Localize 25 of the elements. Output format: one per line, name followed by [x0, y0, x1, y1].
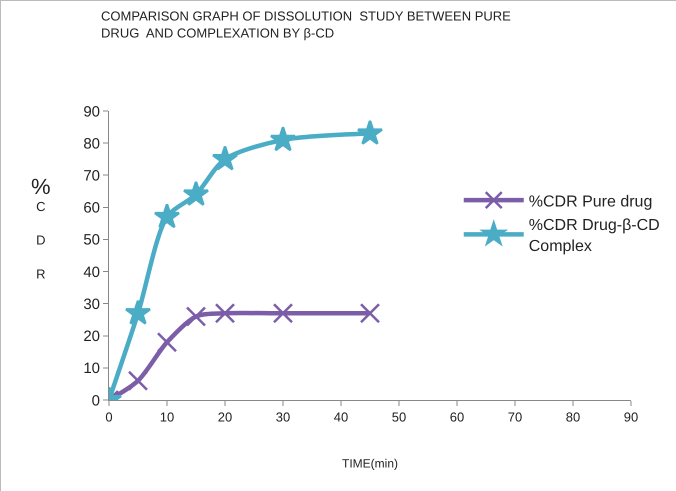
text: %CDR: [31, 174, 51, 282]
x-axis-title: TIME(min): [342, 456, 398, 470]
y-tick-label: 30: [83, 296, 100, 313]
legend-label: %CDR Drug-β-CD Complex: [528, 217, 660, 255]
y-tick-label: 20: [83, 328, 100, 346]
x-tick-label: 40: [334, 410, 348, 425]
y-tick-label: 80: [83, 135, 100, 152]
x-tick-label: 60: [450, 410, 464, 425]
x-tick-label: 10: [160, 410, 174, 425]
y-tick-label: 70: [83, 167, 100, 184]
x-tick-label: 70: [508, 410, 522, 425]
y-tick-label: 60: [83, 200, 100, 217]
y-tick-label: 50: [83, 232, 100, 249]
x-tick-label: 0: [105, 410, 113, 425]
y-tick-label: 10: [83, 360, 100, 378]
x-tick-label: 90: [624, 410, 638, 425]
y-tick-label: 0: [92, 392, 100, 410]
x-tick-label: 80: [566, 410, 580, 425]
x-tick-label: 20: [218, 410, 232, 425]
x-tick-label: 50: [392, 410, 406, 425]
y-tick-label: 40: [83, 264, 100, 281]
x-tick-label: 30: [276, 410, 290, 425]
y-tick-label: 90: [83, 103, 100, 120]
legend-label: %CDR Pure drug: [528, 193, 652, 210]
chart-title: COMPARISON GRAPH OF DISSOLUTION STUDY BETWEEN PURE DRUG AND COMPLEXATION BY β-CD: [101, 8, 512, 41]
